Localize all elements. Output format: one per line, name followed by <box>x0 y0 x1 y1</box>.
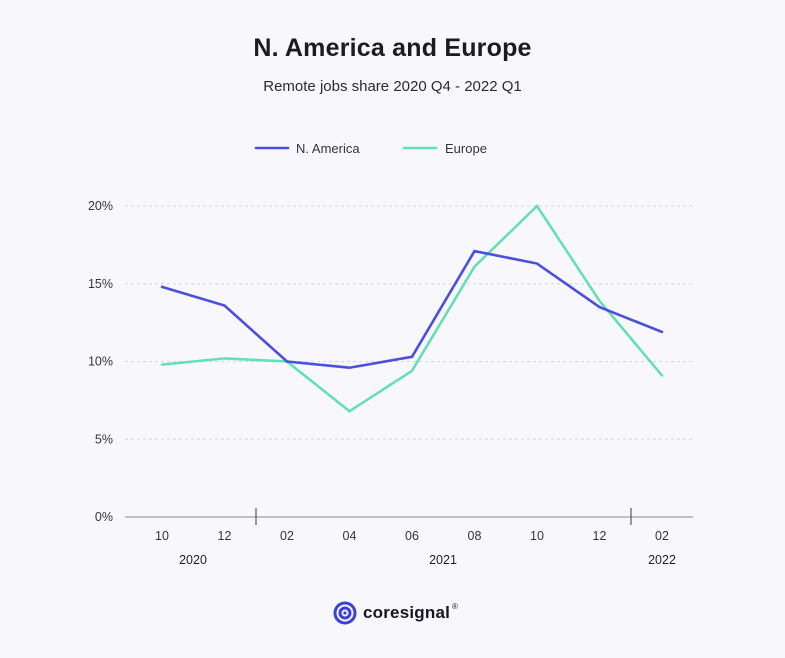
x-axis: 10 12 02 04 06 08 10 12 02 2020 2021 2022 <box>125 508 693 567</box>
series-line-europe <box>160 203 664 413</box>
grid: 0% 5% 10% 15% 20% <box>88 199 693 524</box>
coresignal-logo: coresignal ® <box>333 600 458 626</box>
brand-name: coresignal <box>363 603 451 622</box>
y-tick-label: 5% <box>95 432 113 446</box>
coresignal-logo-icon <box>333 601 357 625</box>
x-tick-label: 04 <box>343 529 357 543</box>
y-tick-label: 10% <box>88 355 113 369</box>
x-tick-label: 10 <box>155 529 169 543</box>
x-tick-label: 10 <box>530 529 544 543</box>
y-tick-label: 20% <box>88 199 113 213</box>
x-tick-label: 02 <box>280 529 294 543</box>
x-tick-label: 12 <box>593 529 607 543</box>
year-label: 2021 <box>429 553 457 567</box>
x-tick-label: 02 <box>655 529 669 543</box>
y-tick-label: 0% <box>95 510 113 524</box>
chart-title: N. America and Europe <box>253 34 532 62</box>
legend-label: Europe <box>445 141 487 156</box>
registered-mark: ® <box>452 602 458 611</box>
series-line-n-america <box>160 249 664 370</box>
legend: N. America Europe <box>254 141 487 156</box>
legend-label: N. America <box>296 141 360 156</box>
x-tick-label: 06 <box>405 529 419 543</box>
x-tick-label: 08 <box>468 529 482 543</box>
year-label: 2020 <box>179 553 207 567</box>
chart-subtitle: Remote jobs share 2020 Q4 - 2022 Q1 <box>263 78 522 95</box>
y-tick-label: 15% <box>88 277 113 291</box>
year-label: 2022 <box>648 553 676 567</box>
series-lines <box>160 203 664 413</box>
x-tick-label: 12 <box>218 529 232 543</box>
